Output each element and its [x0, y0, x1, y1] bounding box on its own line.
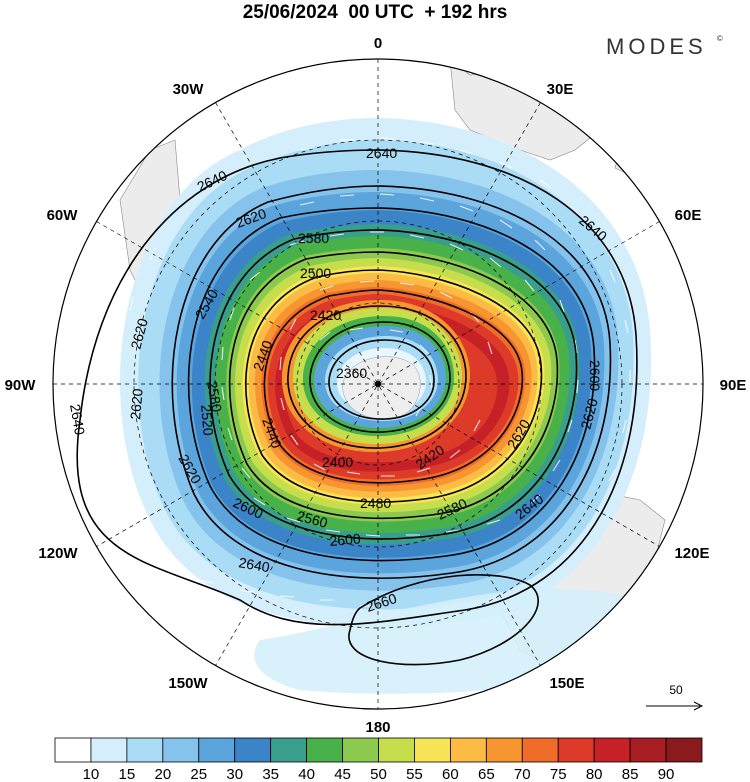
colorbar-tick-label: 50 — [370, 766, 387, 782]
colorbar-swatch — [485, 737, 523, 763]
contour-label: 2560 — [295, 507, 329, 531]
contour-label: 2520 — [198, 404, 217, 437]
colorbar-tick-label: 75 — [550, 766, 567, 782]
colorbar-swatch — [90, 737, 128, 763]
colorbar-swatch — [557, 737, 595, 763]
lon-label-0: 0 — [374, 35, 382, 52]
colorbar-tick-label: 65 — [478, 766, 495, 782]
colorbar-tick-label: 80 — [586, 766, 603, 782]
wind-vectors — [116, 137, 631, 607]
contour-label: 2600 — [587, 360, 603, 391]
colorbar-tick-label: 40 — [298, 766, 315, 782]
contour-label: 2500 — [300, 265, 331, 281]
contour-label: 2420 — [310, 307, 341, 323]
lon-label-90w: 90W — [5, 377, 37, 394]
contour-label: 2620 — [577, 396, 601, 430]
south-pole-marker — [375, 381, 381, 387]
antarctica-land — [342, 356, 421, 420]
colorbar-swatch — [126, 737, 164, 763]
contour-label: 2640 — [237, 554, 271, 575]
map-title: 25/06/2024 00 UTC + 192 hrs — [242, 2, 508, 23]
map-boundary — [52, 58, 704, 710]
lon-label-30e: 30E — [547, 81, 574, 98]
contour-label: 2640 — [366, 145, 397, 161]
contour-label: 2620 — [127, 316, 151, 350]
colorbar-tick-label: 25 — [190, 766, 207, 782]
colorbar-tick-label: 55 — [406, 766, 423, 782]
colorbar-swatch — [162, 737, 200, 763]
contour-labels: 2640 2640 2640 2640 2640 2640 2620 2620 … — [67, 145, 610, 615]
longitude-labels: 0 30E 60E 90E 120E 150E 180 150W 120W 90… — [5, 35, 747, 736]
colorbar-swatch — [54, 737, 92, 763]
colorbar: 10 15 20 25 30 35 40 45 50 55 60 65 70 75 80 85 90 — [54, 737, 703, 782]
lon-label-60e: 60E — [675, 207, 702, 224]
colorbar-swatch — [593, 737, 631, 763]
lon-label-150w: 150W — [168, 675, 208, 692]
colorbar-tick-label: 45 — [334, 766, 351, 782]
brand-logo: MODES © — [606, 34, 723, 59]
colorbar-tick-label: 20 — [154, 766, 171, 782]
colorbar-swatch — [198, 737, 236, 763]
colorbar-swatch — [306, 737, 343, 763]
contour-label: 2480 — [360, 495, 391, 511]
lon-label-150e: 150E — [549, 675, 584, 692]
colorbar-swatch — [414, 737, 451, 763]
lon-label-120e: 120E — [674, 545, 709, 562]
contour-label: 2620 — [127, 388, 146, 421]
reference-vector: 50 — [646, 683, 704, 711]
colorbar-tick-label: 10 — [83, 766, 100, 782]
colorbar-tick-label: 15 — [119, 766, 136, 782]
colorbar-swatch — [342, 737, 379, 763]
colorbar-swatch — [234, 737, 272, 763]
colorbar-swatch — [270, 737, 308, 763]
contour-label: 2400 — [322, 454, 353, 470]
colorbar-swatch — [521, 737, 559, 763]
colorbar-tick-label: 60 — [442, 766, 459, 782]
colorbar-swatch — [378, 737, 415, 763]
colorbar-tick-label: 90 — [658, 766, 675, 782]
lon-label-180: 180 — [365, 719, 390, 736]
contour-label: 2580 — [204, 380, 225, 414]
contour-label: 2640 — [67, 403, 88, 437]
lon-label-90e: 90E — [720, 377, 747, 394]
reference-vector-label: 50 — [669, 683, 683, 697]
colorbar-tick-label: 35 — [262, 766, 279, 782]
colorbar-swatch — [449, 737, 487, 763]
contour-label: 2600 — [329, 530, 362, 549]
colorbar-tick-label: 85 — [622, 766, 639, 782]
lon-label-30w: 30W — [173, 81, 205, 98]
colorbar-tick-label: 70 — [514, 766, 531, 782]
height-contours — [76, 149, 638, 666]
lon-label-60w: 60W — [47, 207, 79, 224]
contour-label: 2360 — [336, 365, 367, 381]
contour-label: 2580 — [298, 230, 329, 246]
colorbar-swatch — [665, 737, 703, 763]
colorbar-swatch — [629, 737, 667, 763]
lon-label-120w: 120W — [38, 545, 78, 562]
colorbar-tick-label: 30 — [226, 766, 243, 782]
